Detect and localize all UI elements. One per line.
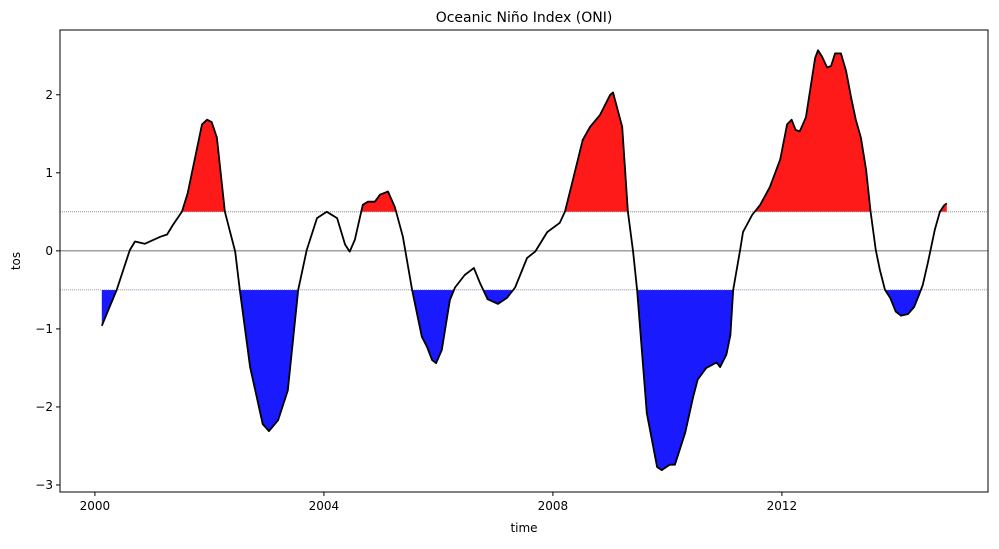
x-tick-label: 2008	[538, 499, 569, 513]
x-tick-label: 2000	[80, 499, 111, 513]
x-tick-label: 2012	[767, 499, 798, 513]
y-tick-label: 0	[45, 244, 53, 258]
y-tick-label: −3	[35, 478, 53, 492]
x-tick-label: 2004	[309, 499, 340, 513]
chart-title: Oceanic Niño Index (ONI)	[436, 10, 613, 26]
la-nina-fill	[101, 289, 947, 471]
el-nino-fill	[101, 50, 947, 212]
x-axis: 2000 2004 2008 2012	[80, 492, 798, 513]
y-tick-label: −1	[35, 322, 53, 336]
y-tick-label: 2	[45, 88, 53, 102]
y-tick-label: 1	[45, 166, 53, 180]
axes-frame	[59, 29, 989, 493]
oni-series-line	[100, 49, 948, 471]
y-axis-label: tos	[9, 252, 23, 270]
y-tick-label: −2	[35, 400, 53, 414]
x-axis-label: time	[510, 521, 537, 535]
y-axis: 2 1 0 −1 −2 −3	[35, 88, 60, 492]
